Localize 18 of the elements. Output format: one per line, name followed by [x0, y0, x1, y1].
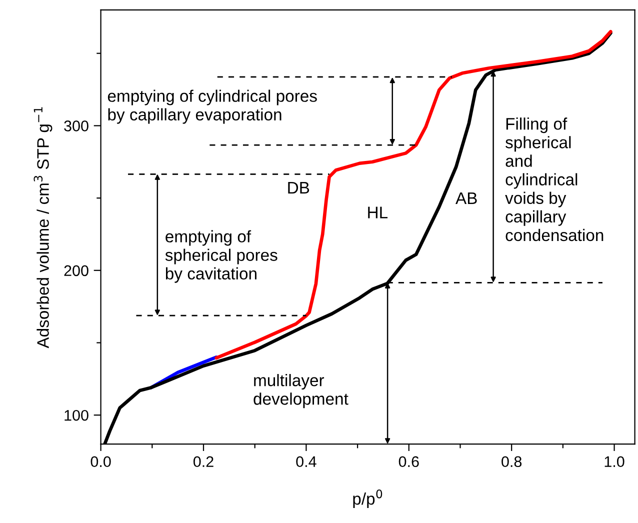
annotation: multilayer development: [254, 374, 348, 408]
annotation: DB: [288, 182, 310, 194]
x-tick-label: 0.8: [502, 456, 522, 468]
annotation: emptying of cylindrical pores by capillary evaporation: [108, 90, 317, 124]
y-tick-label: 200: [64, 265, 88, 276]
x-axis-title: p/p$^{0}$: [353, 490, 382, 508]
y-tick-label: 300: [64, 120, 88, 132]
y-tick-label: 100: [64, 410, 88, 421]
x-tick-label: 0.4: [296, 456, 316, 468]
x-tick-label: 1.0: [604, 456, 624, 468]
annotation: emptying of spherical pores by cavitation: [165, 230, 278, 283]
x-tick-label: 0.0: [90, 456, 111, 468]
annotation: Filling of spherical and cylindrical voids by capillary condensation: [505, 118, 604, 242]
x-tick-label: 0.6: [398, 456, 419, 468]
annotation: HL: [368, 206, 388, 218]
x-tick-label: 0.2: [193, 456, 214, 468]
y-axis-title: Adsorbed volume / cm$^{3}$ STP g$^{−1}$: [34, 107, 52, 348]
annotation: AB: [456, 192, 477, 204]
